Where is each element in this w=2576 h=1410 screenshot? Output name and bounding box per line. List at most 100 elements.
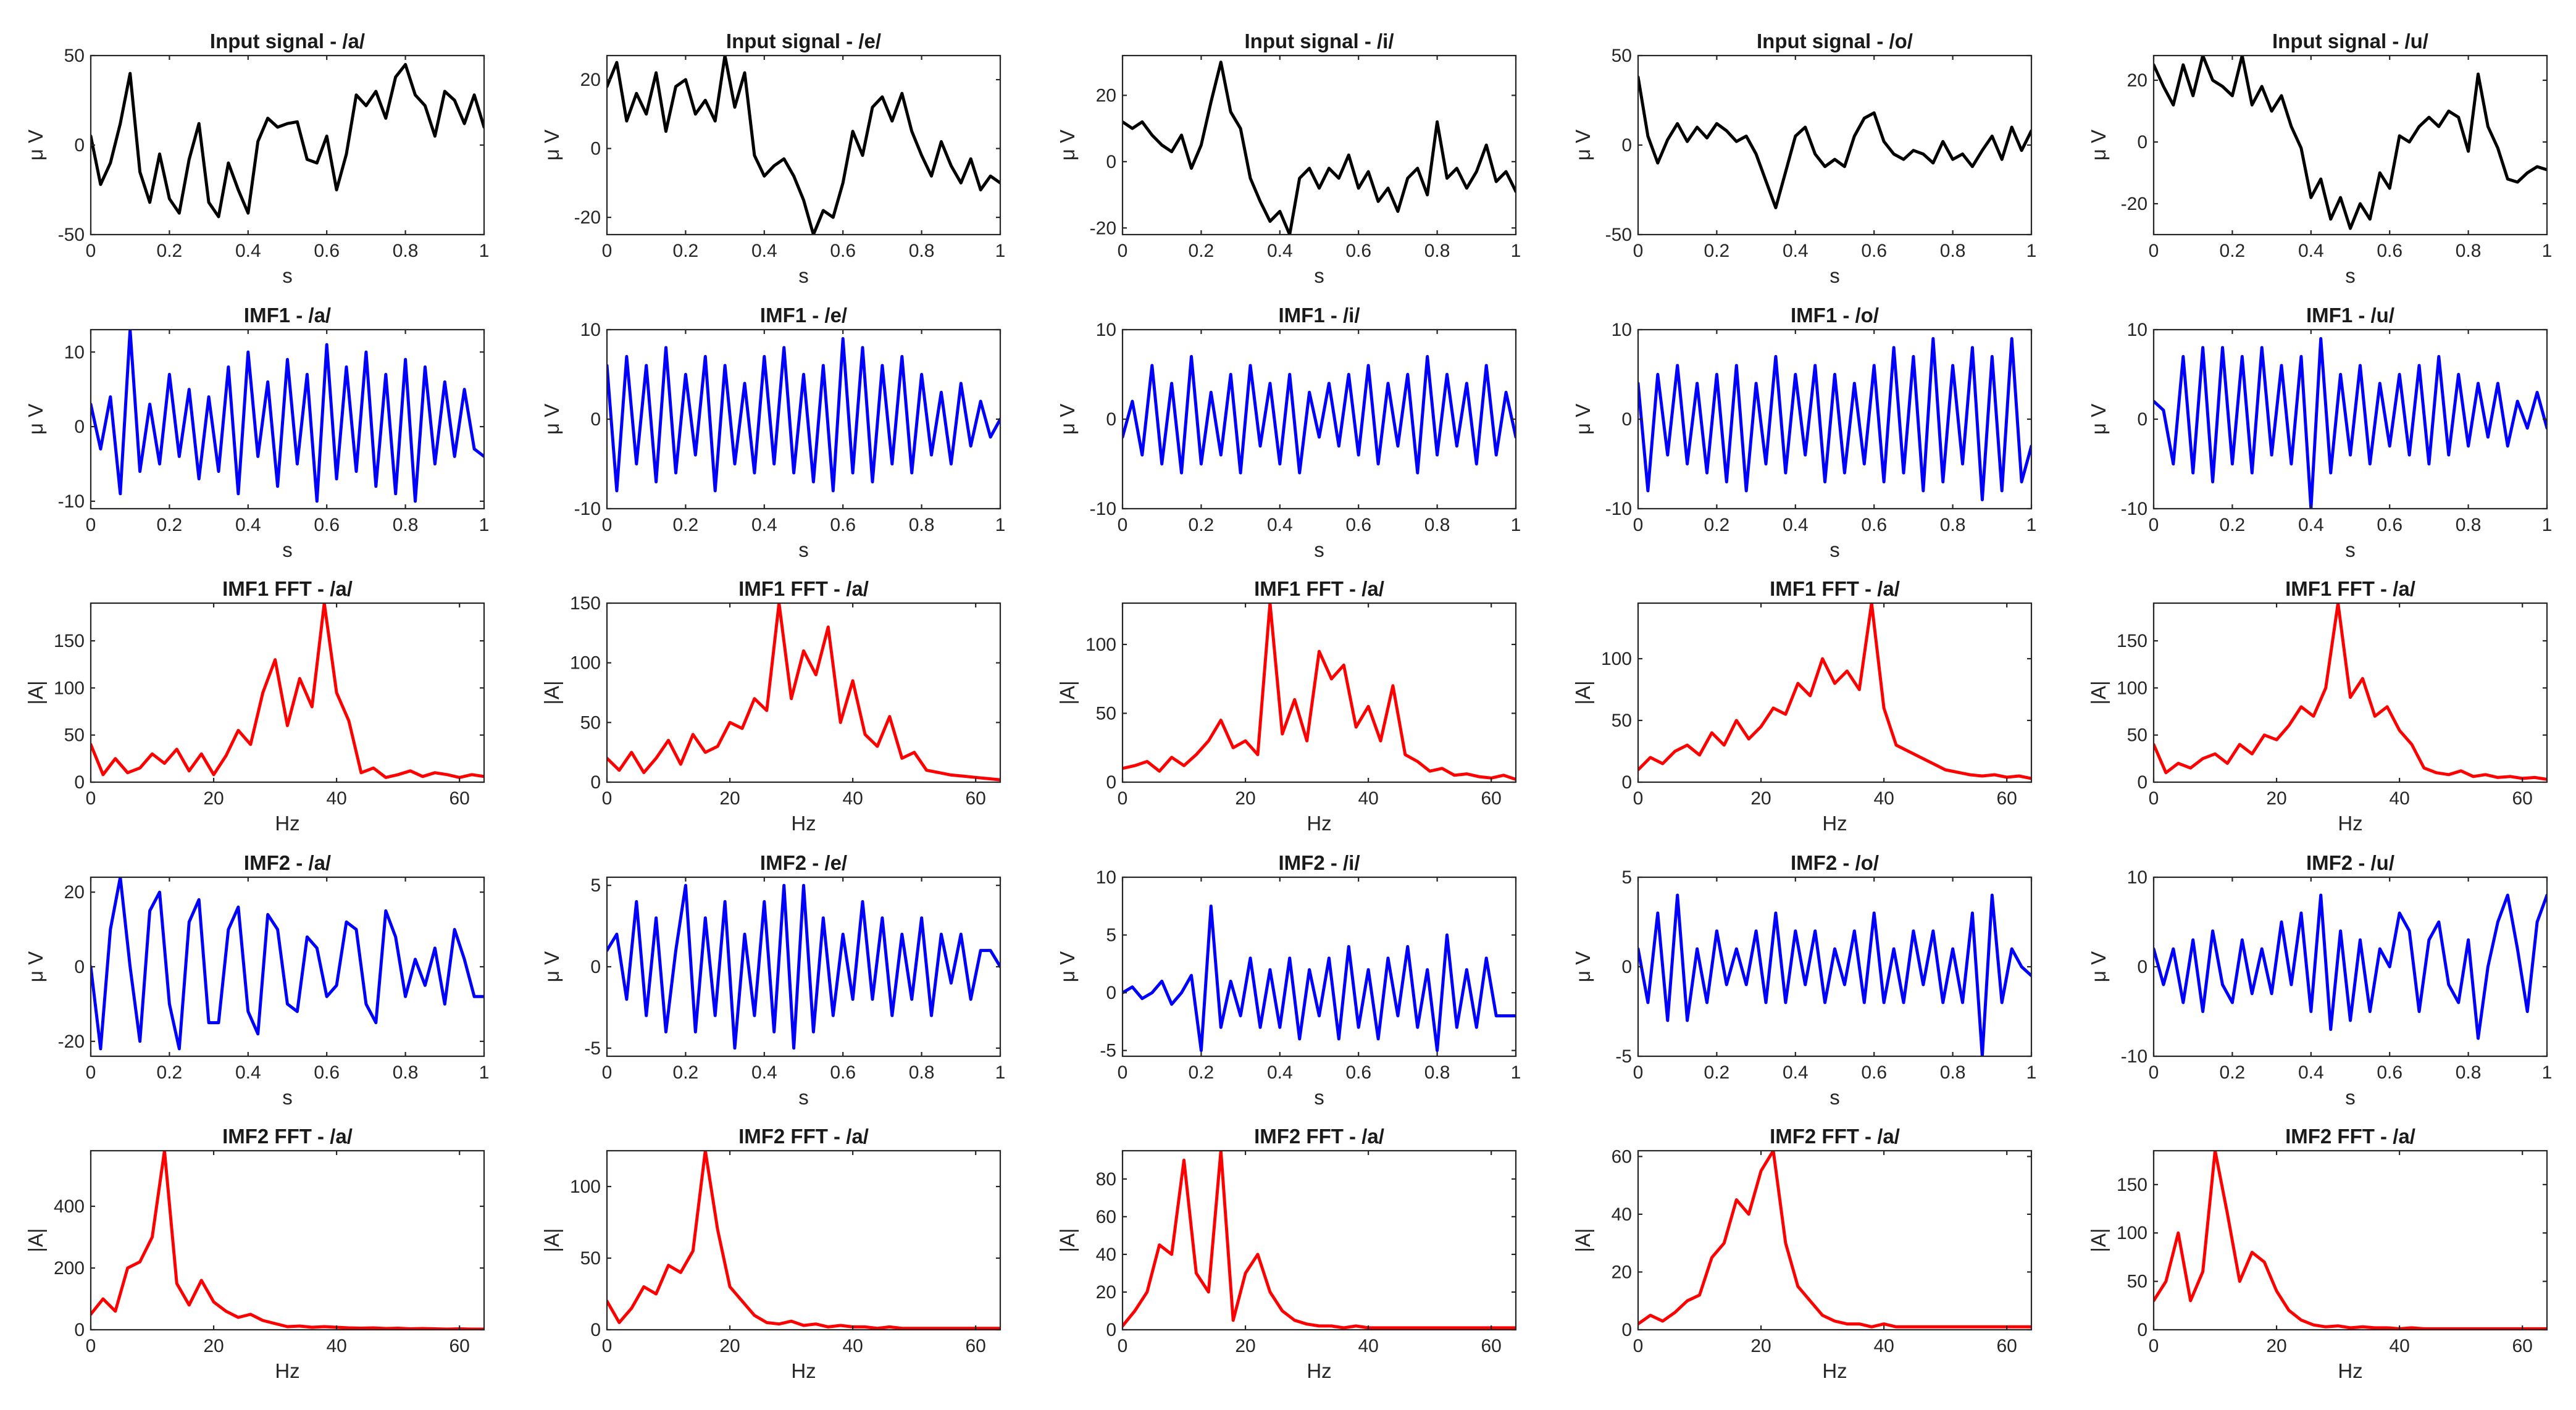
x-tick-label: 40: [1873, 788, 1894, 809]
y-axis-label: μ V: [24, 951, 47, 982]
x-axis-label: Hz: [791, 812, 816, 835]
x-tick-label: 0.2: [1704, 515, 1730, 535]
x-tick-label: 1: [2026, 241, 2037, 261]
x-tick-label: 0.2: [1189, 241, 1215, 261]
y-tick-label: 10: [580, 320, 601, 340]
y-tick-label: 0: [1621, 1320, 1632, 1340]
y-axis-label: μ V: [540, 404, 563, 435]
x-tick-label: 0.4: [2298, 1062, 2324, 1083]
y-tick-label: 50: [1096, 703, 1116, 724]
x-tick-label: 0.8: [1424, 515, 1450, 535]
x-tick-label: 0: [602, 1336, 613, 1356]
y-tick-label: 60: [1096, 1207, 1116, 1227]
y-axis-label: μ V: [2087, 130, 2110, 161]
y-tick-label: 50: [64, 725, 85, 746]
y-tick-label: 50: [2127, 725, 2147, 746]
y-tick-label: 0: [2137, 772, 2147, 793]
series-line: [1123, 904, 1516, 1053]
subplot-title: IMF2 FFT - /a/: [1254, 1125, 1384, 1148]
x-axis-label: Hz: [1307, 812, 1331, 835]
y-axis-label: μ V: [24, 404, 47, 435]
y-tick-label: -20: [1090, 218, 1116, 238]
y-tick-label: 50: [64, 46, 85, 66]
x-tick-label: 40: [842, 1336, 863, 1356]
y-tick-label: 20: [1096, 85, 1116, 106]
subplot-title: IMF2 FFT - /a/: [738, 1125, 869, 1148]
x-tick-label: 1: [2542, 515, 2553, 535]
x-tick-label: 20: [1750, 788, 1771, 809]
y-tick-label: 0: [74, 772, 85, 793]
x-axis-label: s: [2345, 264, 2356, 287]
y-tick-label: -10: [1090, 499, 1116, 519]
axes-frame: [2152, 1149, 2548, 1331]
y-tick-label: 60: [1612, 1146, 1632, 1167]
axes-frame: [1121, 54, 1517, 236]
x-tick-label: 0.4: [751, 241, 777, 261]
series-line: [91, 603, 484, 779]
x-tick-label: 1: [479, 241, 490, 261]
x-tick-label: 0: [1633, 788, 1644, 809]
y-tick-label: 0: [590, 1320, 601, 1340]
y-tick-label: 0: [2137, 132, 2147, 152]
series-line: [2154, 603, 2547, 781]
x-tick-label: 0: [86, 788, 96, 809]
x-tick-label: 0.6: [830, 241, 856, 261]
y-axis-label: μ V: [2087, 404, 2110, 435]
subplot-title: IMF2 FFT - /a/: [1770, 1125, 1900, 1148]
y-tick-label: 0: [2137, 957, 2147, 977]
subplot-title: IMF1 - /a/: [244, 304, 331, 327]
subplot-r3-c4: 0 20 40 60 0 50 100 IMF1 FFT - /a/Hz |A|: [1571, 577, 2033, 835]
y-tick-label: 150: [2117, 1175, 2147, 1195]
series-line: [1123, 603, 1516, 781]
x-tick-label: 0.8: [393, 515, 419, 535]
y-tick-label: 200: [54, 1258, 85, 1279]
axes-frame: [1121, 1149, 1517, 1331]
series-line: [607, 603, 1000, 782]
y-tick-label: 10: [1096, 867, 1116, 888]
y-tick-label: 20: [1096, 1282, 1116, 1303]
x-tick-label: 0: [2149, 241, 2159, 261]
y-tick-label: -5: [1615, 1046, 1632, 1067]
y-tick-label: 100: [2117, 1223, 2147, 1243]
x-axis-label: s: [1314, 1086, 1324, 1109]
y-tick-label: 20: [1612, 1262, 1632, 1282]
x-axis-label: Hz: [1307, 1359, 1331, 1382]
axes-frame: [2152, 602, 2548, 783]
y-tick-label: 50: [1612, 711, 1632, 731]
x-tick-label: 0: [602, 241, 613, 261]
series-line: [2154, 337, 2547, 509]
x-tick-label: 0: [1633, 241, 1644, 261]
x-tick-label: 0.4: [751, 515, 777, 535]
subplot-title: IMF2 - /u/: [2306, 851, 2394, 874]
x-tick-label: 60: [450, 1336, 470, 1356]
subplot-title: IMF2 FFT - /a/: [222, 1125, 353, 1148]
x-tick-label: 0.4: [1267, 241, 1293, 261]
x-tick-label: 20: [203, 788, 224, 809]
axes-frame: [1121, 602, 1517, 783]
y-tick-label: 100: [570, 1177, 601, 1197]
y-axis-label: μ V: [1571, 404, 1594, 435]
x-axis-label: Hz: [275, 812, 299, 835]
y-tick-label: 10: [64, 342, 85, 362]
subplot-title: IMF2 - /i/: [1279, 851, 1360, 874]
x-tick-label: 0: [602, 515, 613, 535]
series-line: [1638, 337, 2031, 501]
series-line: [1638, 893, 2031, 1056]
series-line: [1638, 1151, 2031, 1329]
x-axis-label: s: [1314, 264, 1324, 287]
series-line: [607, 883, 1000, 1050]
x-tick-label: 0.6: [2377, 515, 2402, 535]
x-tick-label: 0.4: [2298, 241, 2324, 261]
x-tick-label: 0.4: [1267, 515, 1293, 535]
x-tick-label: 0: [2149, 1336, 2159, 1356]
axes-frame: [2152, 54, 2548, 236]
x-tick-label: 60: [1997, 788, 2017, 809]
subplot-title: IMF1 - /u/: [2306, 304, 2394, 327]
x-tick-label: 0.6: [2377, 1062, 2402, 1083]
axes-frame: [90, 328, 485, 510]
